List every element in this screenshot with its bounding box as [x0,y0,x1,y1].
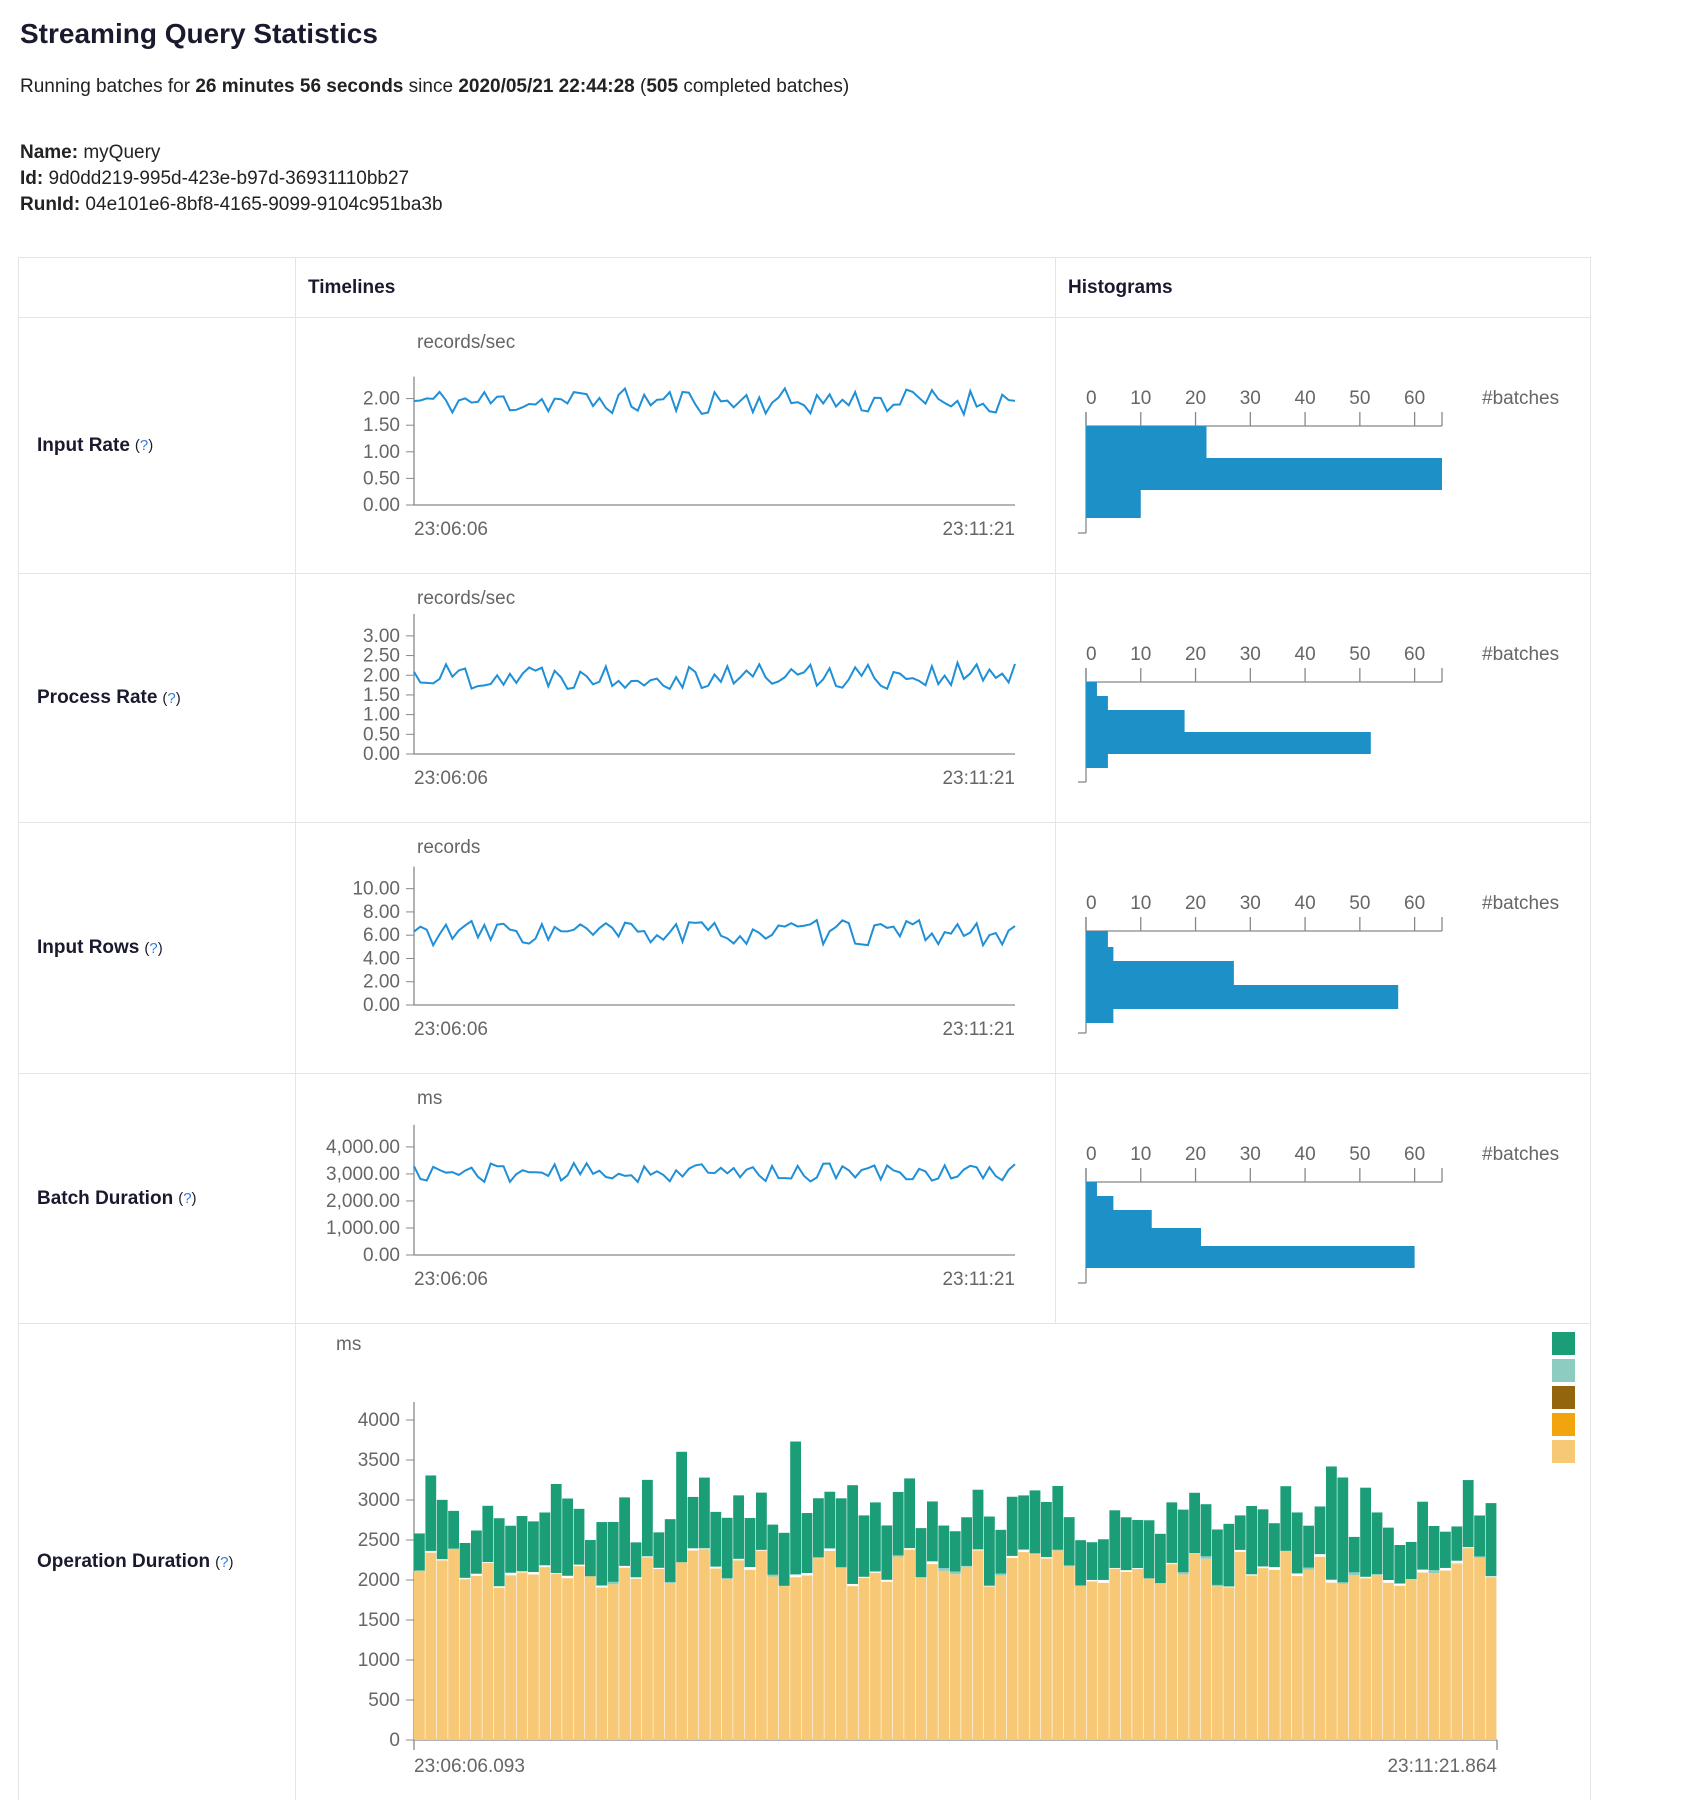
svg-text:0: 0 [1086,388,1097,409]
svg-text:30: 30 [1240,1144,1261,1165]
svg-text:1.50: 1.50 [363,415,400,436]
svg-text:30: 30 [1240,893,1261,914]
svg-text:4000: 4000 [358,1410,400,1431]
svg-text:2.50: 2.50 [363,646,400,667]
svg-text:#batches: #batches [1482,893,1559,914]
svg-text:0: 0 [1086,644,1097,665]
svg-text:40: 40 [1295,893,1316,914]
svg-text:0: 0 [1086,1144,1097,1165]
svg-text:60: 60 [1404,388,1425,409]
svg-text:50: 50 [1349,644,1370,665]
svg-text:1.00: 1.00 [363,705,400,726]
svg-text:0.00: 0.00 [363,495,400,516]
svg-text:2.00: 2.00 [363,665,400,686]
svg-text:60: 60 [1404,1144,1425,1165]
svg-text:#batches: #batches [1482,388,1559,409]
svg-text:20: 20 [1185,644,1206,665]
svg-text:0: 0 [1086,893,1097,914]
svg-text:0.00: 0.00 [363,744,400,765]
svg-text:0.50: 0.50 [363,468,400,489]
svg-text:2500: 2500 [358,1530,400,1551]
svg-text:ms: ms [417,1088,442,1109]
svg-text:23:06:06: 23:06:06 [414,1269,488,1290]
svg-text:10: 10 [1130,893,1151,914]
svg-text:10: 10 [1130,388,1151,409]
svg-text:40: 40 [1295,1144,1316,1165]
svg-text:records/sec: records/sec [417,588,515,609]
svg-text:23:11:21: 23:11:21 [942,1269,1015,1290]
svg-text:ms: ms [336,1334,361,1355]
svg-text:20: 20 [1185,1144,1206,1165]
svg-text:records: records [417,837,480,858]
svg-text:500: 500 [368,1690,400,1711]
svg-text:2,000.00: 2,000.00 [326,1191,400,1212]
svg-text:23:11:21: 23:11:21 [942,768,1015,789]
svg-text:10: 10 [1130,1144,1151,1165]
svg-text:3000: 3000 [358,1490,400,1511]
svg-text:4.00: 4.00 [363,948,400,969]
svg-text:0: 0 [389,1730,400,1751]
svg-text:2.00: 2.00 [363,972,400,993]
svg-text:23:06:06: 23:06:06 [414,519,488,540]
svg-text:3500: 3500 [358,1450,400,1471]
svg-text:50: 50 [1349,1144,1370,1165]
svg-text:23:06:06.093: 23:06:06.093 [414,1756,525,1777]
svg-text:4,000.00: 4,000.00 [326,1137,400,1158]
svg-text:23:06:06: 23:06:06 [414,1019,488,1040]
svg-text:1.00: 1.00 [363,442,400,463]
svg-text:30: 30 [1240,644,1261,665]
svg-text:60: 60 [1404,893,1425,914]
svg-text:#batches: #batches [1482,1144,1559,1165]
svg-text:8.00: 8.00 [363,902,400,923]
svg-text:#batches: #batches [1482,644,1559,665]
svg-text:23:11:21: 23:11:21 [942,1019,1015,1040]
svg-text:20: 20 [1185,388,1206,409]
svg-text:1500: 1500 [358,1610,400,1631]
svg-text:3.00: 3.00 [363,626,400,647]
svg-text:30: 30 [1240,388,1261,409]
svg-text:1000: 1000 [358,1650,400,1671]
svg-text:3,000.00: 3,000.00 [326,1164,400,1185]
svg-text:0.00: 0.00 [363,995,400,1016]
svg-text:1.50: 1.50 [363,685,400,706]
svg-text:20: 20 [1185,893,1206,914]
svg-text:1,000.00: 1,000.00 [326,1218,400,1239]
svg-text:10.00: 10.00 [352,879,400,900]
svg-text:records/sec: records/sec [417,332,515,353]
svg-text:50: 50 [1349,388,1370,409]
svg-text:2000: 2000 [358,1570,400,1591]
svg-text:6.00: 6.00 [363,925,400,946]
svg-text:23:06:06: 23:06:06 [414,768,488,789]
svg-text:2.00: 2.00 [363,389,400,410]
svg-text:60: 60 [1404,644,1425,665]
svg-text:40: 40 [1295,388,1316,409]
svg-text:50: 50 [1349,893,1370,914]
svg-text:23:11:21.864: 23:11:21.864 [1387,1756,1497,1777]
svg-text:40: 40 [1295,644,1316,665]
svg-text:0.00: 0.00 [363,1245,400,1266]
svg-text:10: 10 [1130,644,1151,665]
svg-text:0.50: 0.50 [363,724,400,745]
svg-text:23:11:21: 23:11:21 [942,519,1015,540]
